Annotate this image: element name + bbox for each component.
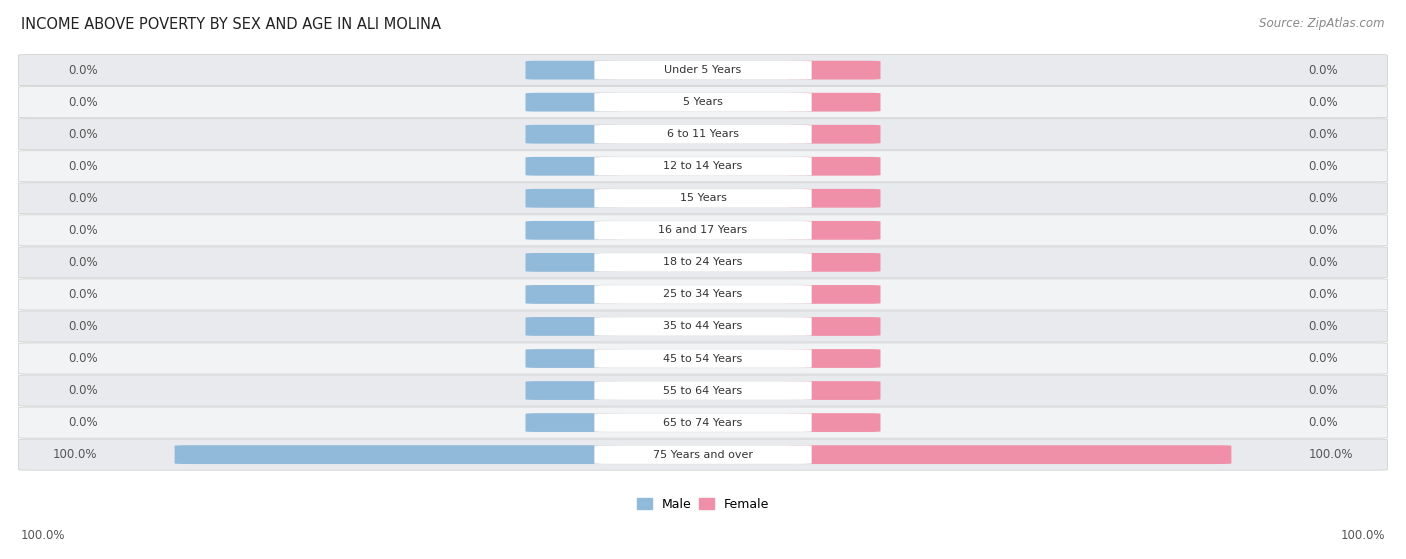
Text: Under 5 Years: Under 5 Years [665,65,741,75]
Text: 0.0%: 0.0% [1309,256,1339,269]
FancyBboxPatch shape [174,445,619,464]
FancyBboxPatch shape [595,221,811,240]
FancyBboxPatch shape [595,125,811,144]
FancyBboxPatch shape [526,189,619,208]
FancyBboxPatch shape [526,125,619,144]
Text: 12 to 14 Years: 12 to 14 Years [664,161,742,171]
Text: 0.0%: 0.0% [1309,288,1339,301]
FancyBboxPatch shape [526,253,619,272]
Text: 0.0%: 0.0% [67,160,97,173]
FancyBboxPatch shape [526,285,619,304]
FancyBboxPatch shape [787,317,880,336]
FancyBboxPatch shape [595,253,811,272]
FancyBboxPatch shape [18,407,1388,438]
Text: 0.0%: 0.0% [67,127,97,141]
FancyBboxPatch shape [595,317,811,336]
FancyBboxPatch shape [18,215,1388,246]
Text: 55 to 64 Years: 55 to 64 Years [664,386,742,396]
FancyBboxPatch shape [18,311,1388,342]
FancyBboxPatch shape [18,151,1388,182]
Text: 25 to 34 Years: 25 to 34 Years [664,290,742,300]
Text: 0.0%: 0.0% [67,320,97,333]
Text: 0.0%: 0.0% [67,224,97,237]
Text: 100.0%: 100.0% [1309,448,1353,461]
Text: 45 to 54 Years: 45 to 54 Years [664,353,742,363]
Text: 0.0%: 0.0% [1309,96,1339,108]
Text: Source: ZipAtlas.com: Source: ZipAtlas.com [1260,17,1385,30]
Text: 6 to 11 Years: 6 to 11 Years [666,129,740,139]
FancyBboxPatch shape [18,55,1388,86]
Text: 0.0%: 0.0% [1309,352,1339,365]
Text: 0.0%: 0.0% [1309,320,1339,333]
Text: 100.0%: 100.0% [53,448,97,461]
Text: INCOME ABOVE POVERTY BY SEX AND AGE IN ALI MOLINA: INCOME ABOVE POVERTY BY SEX AND AGE IN A… [21,17,441,32]
FancyBboxPatch shape [595,445,811,464]
FancyBboxPatch shape [18,87,1388,118]
Text: 5 Years: 5 Years [683,97,723,107]
FancyBboxPatch shape [526,317,619,336]
FancyBboxPatch shape [595,413,811,432]
Text: 0.0%: 0.0% [1309,224,1339,237]
FancyBboxPatch shape [787,125,880,144]
Legend: Male, Female: Male, Female [633,494,773,514]
FancyBboxPatch shape [787,445,1232,464]
Text: 0.0%: 0.0% [67,256,97,269]
FancyBboxPatch shape [18,439,1388,470]
FancyBboxPatch shape [787,61,880,79]
Text: 0.0%: 0.0% [67,64,97,77]
Text: 100.0%: 100.0% [21,529,66,542]
FancyBboxPatch shape [787,413,880,432]
FancyBboxPatch shape [18,375,1388,406]
FancyBboxPatch shape [526,381,619,400]
FancyBboxPatch shape [595,285,811,304]
FancyBboxPatch shape [595,61,811,79]
Text: 0.0%: 0.0% [1309,64,1339,77]
Text: 15 Years: 15 Years [679,193,727,203]
Text: 0.0%: 0.0% [1309,160,1339,173]
Text: 0.0%: 0.0% [67,384,97,397]
FancyBboxPatch shape [18,183,1388,214]
FancyBboxPatch shape [526,221,619,240]
FancyBboxPatch shape [787,381,880,400]
Text: 16 and 17 Years: 16 and 17 Years [658,225,748,235]
FancyBboxPatch shape [787,253,880,272]
FancyBboxPatch shape [595,189,811,208]
Text: 0.0%: 0.0% [67,416,97,429]
FancyBboxPatch shape [787,93,880,112]
Text: 0.0%: 0.0% [67,192,97,205]
Text: 0.0%: 0.0% [1309,384,1339,397]
FancyBboxPatch shape [595,349,811,368]
FancyBboxPatch shape [787,349,880,368]
Text: 75 Years and over: 75 Years and over [652,449,754,459]
FancyBboxPatch shape [595,381,811,400]
FancyBboxPatch shape [787,157,880,176]
FancyBboxPatch shape [18,343,1388,374]
Text: 35 to 44 Years: 35 to 44 Years [664,321,742,331]
FancyBboxPatch shape [787,189,880,208]
Text: 100.0%: 100.0% [1340,529,1385,542]
Text: 0.0%: 0.0% [1309,192,1339,205]
FancyBboxPatch shape [595,157,811,176]
FancyBboxPatch shape [526,157,619,176]
FancyBboxPatch shape [18,279,1388,310]
FancyBboxPatch shape [787,285,880,304]
FancyBboxPatch shape [595,93,811,112]
FancyBboxPatch shape [787,221,880,240]
FancyBboxPatch shape [526,349,619,368]
Text: 0.0%: 0.0% [67,96,97,108]
Text: 65 to 74 Years: 65 to 74 Years [664,418,742,428]
Text: 18 to 24 Years: 18 to 24 Years [664,257,742,267]
FancyBboxPatch shape [526,61,619,79]
Text: 0.0%: 0.0% [1309,127,1339,141]
FancyBboxPatch shape [18,119,1388,150]
Text: 0.0%: 0.0% [1309,416,1339,429]
FancyBboxPatch shape [526,93,619,112]
Text: 0.0%: 0.0% [67,352,97,365]
FancyBboxPatch shape [18,247,1388,278]
FancyBboxPatch shape [526,413,619,432]
Text: 0.0%: 0.0% [67,288,97,301]
